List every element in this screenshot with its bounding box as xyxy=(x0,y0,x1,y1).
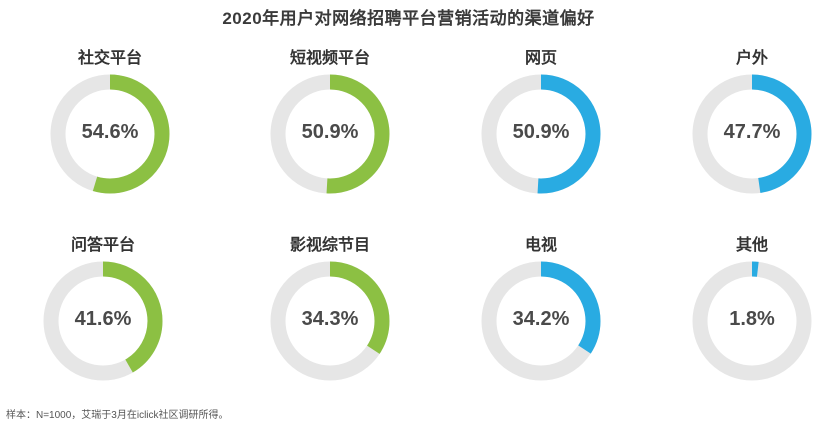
donut-chart: 其他 1.8% xyxy=(662,231,817,411)
footnote: 样本：N=1000，艾瑞于3月在iclick社区调研所得。 xyxy=(6,410,229,421)
donut-label: 社交平台 xyxy=(77,50,142,67)
donut-chart: 短视频平台 50.9% xyxy=(240,44,420,224)
donut-label: 网页 xyxy=(524,50,557,67)
donut-value: 54.6% xyxy=(81,121,139,143)
donut-ring xyxy=(43,261,163,381)
donut-arc xyxy=(43,261,163,381)
donut-label: 户外 xyxy=(735,50,768,67)
donut-ring xyxy=(692,74,812,194)
donut-ring xyxy=(481,261,601,381)
donut-value: 41.6% xyxy=(74,308,132,330)
donut-arc xyxy=(270,74,390,194)
donut-value: 34.3% xyxy=(301,308,359,330)
donut-chart: 问答平台 41.6% xyxy=(13,231,193,411)
donut-arc xyxy=(481,74,601,194)
donut-chart: 户外 47.7% xyxy=(662,44,817,224)
donut-arc xyxy=(270,261,390,381)
donut-label: 其他 xyxy=(735,237,768,254)
donut-chart: 社交平台 54.6% xyxy=(20,44,200,224)
donut-ring xyxy=(692,261,812,381)
donut-value: 1.8% xyxy=(729,308,775,330)
donut-value: 34.2% xyxy=(512,308,570,330)
donut-ring xyxy=(50,74,170,194)
donut-ring xyxy=(270,74,390,194)
donut-chart: 影视综节目 34.3% xyxy=(240,231,420,411)
donut-chart: 网页 50.9% xyxy=(451,44,631,224)
donut-label: 电视 xyxy=(524,237,557,254)
donut-arc xyxy=(692,74,812,194)
donut-arc xyxy=(481,261,601,381)
donut-arc xyxy=(50,74,170,194)
donut-chart: 电视 34.2% xyxy=(451,231,631,411)
donut-label: 短视频平台 xyxy=(289,50,370,67)
donut-arc xyxy=(692,261,812,381)
donut-ring xyxy=(481,74,601,194)
chart-title: 2020年用户对网络招聘平台营销活动的渠道偏好 xyxy=(222,9,595,28)
donut-ring xyxy=(270,261,390,381)
donut-label: 影视综节目 xyxy=(289,237,370,254)
donut-label: 问答平台 xyxy=(70,237,135,254)
donut-value: 50.9% xyxy=(301,121,359,143)
donut-value: 47.7% xyxy=(723,121,781,143)
donut-value: 50.9% xyxy=(512,121,570,143)
